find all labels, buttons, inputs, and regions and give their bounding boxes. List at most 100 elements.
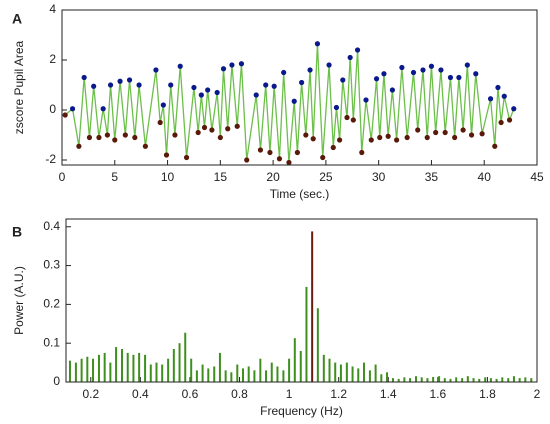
- peak-dot: [363, 97, 369, 103]
- trough-dot: [294, 149, 300, 156]
- trough-dot: [433, 129, 439, 136]
- trough-dot: [183, 154, 190, 161]
- trough-dot: [104, 132, 110, 138]
- bar: [334, 362, 337, 382]
- trough-dot: [112, 137, 118, 143]
- peak-dot: [487, 96, 494, 102]
- bar: [530, 378, 533, 382]
- y-tick-label: 0: [53, 374, 60, 388]
- y-tick-label: 0.1: [43, 335, 60, 349]
- bar: [438, 376, 441, 382]
- peak-dot: [117, 78, 123, 84]
- x-tick-label: 0.8: [231, 387, 248, 401]
- trough-dot: [122, 132, 128, 138]
- bar: [345, 362, 348, 382]
- peak-dot: [373, 76, 380, 82]
- bar: [201, 364, 204, 382]
- bar: [213, 366, 216, 382]
- x-axis-label: Frequency (Hz): [260, 404, 343, 418]
- bar: [391, 378, 394, 382]
- trough-dot: [217, 134, 223, 141]
- trough-dot: [394, 137, 400, 143]
- trough-dot: [195, 129, 201, 136]
- bar: [195, 370, 198, 382]
- x-tick-label: 30: [372, 170, 386, 184]
- plot-frame: [65, 218, 538, 383]
- bar: [524, 377, 527, 382]
- bar: [86, 356, 89, 382]
- data-line: [64, 43, 515, 163]
- bar: [218, 352, 221, 382]
- bar: [351, 366, 354, 382]
- trough-dot: [359, 149, 365, 156]
- trough-dot: [350, 117, 356, 123]
- plot-frame: [61, 9, 538, 166]
- y-tick-label: 0.2: [43, 297, 60, 311]
- bar: [270, 362, 273, 382]
- bar: [305, 286, 308, 382]
- bar: [265, 370, 268, 382]
- trough-dot: [303, 132, 309, 138]
- bar: [328, 358, 331, 382]
- peak-dot: [447, 74, 454, 81]
- trough-dot: [234, 123, 240, 129]
- bar: [103, 352, 106, 382]
- peak-dot: [314, 41, 321, 47]
- bar: [155, 362, 158, 382]
- bar: [455, 377, 458, 382]
- peak-dot: [340, 77, 346, 83]
- x-tick-label: 1.2: [330, 387, 347, 401]
- x-tick-label: 1.8: [479, 387, 496, 401]
- x-tick-label: 20: [266, 170, 280, 184]
- x-tick-label: 40: [478, 170, 492, 184]
- bar: [97, 354, 100, 382]
- trough-dot: [460, 127, 466, 133]
- trough-dot: [163, 152, 170, 158]
- peak-dot: [69, 106, 76, 112]
- bar: [409, 378, 412, 382]
- x-tick-label: 1.6: [429, 387, 446, 401]
- bar: [190, 358, 193, 382]
- peak-dot: [107, 82, 114, 88]
- bar: [276, 366, 279, 382]
- peak-dot: [81, 74, 87, 81]
- peak-dot: [220, 66, 227, 72]
- bar: [443, 378, 446, 382]
- bar: [484, 377, 487, 382]
- trough-dot: [86, 134, 93, 141]
- bar: [74, 362, 77, 382]
- bar: [420, 377, 423, 382]
- trough-dot: [479, 131, 485, 137]
- bar: [495, 378, 498, 382]
- y-axis-label: zscore Pupil Area: [12, 40, 26, 134]
- y-tick-label: 0.3: [43, 258, 60, 272]
- bar: [230, 372, 233, 382]
- bar: [236, 364, 239, 382]
- peak-dot: [333, 104, 340, 111]
- trough-dot: [368, 137, 374, 143]
- bar: [241, 368, 244, 382]
- peak-dot: [214, 89, 220, 96]
- bar: [472, 378, 475, 382]
- trough-dot: [76, 143, 82, 149]
- y-tick-label: 4: [49, 2, 56, 16]
- bar: [501, 377, 504, 382]
- bar: [489, 378, 492, 382]
- trough-dot: [62, 112, 68, 118]
- bar: [362, 362, 365, 382]
- peak-dot: [389, 87, 395, 93]
- peak-dot: [495, 84, 501, 91]
- trough-dot: [506, 117, 513, 123]
- peak-dot: [153, 67, 159, 73]
- bar: [461, 378, 464, 382]
- x-tick-label: 0.2: [82, 387, 99, 401]
- x-tick-label: 2: [534, 387, 541, 401]
- peak-dot: [191, 84, 197, 91]
- trough-dot: [424, 134, 430, 141]
- bar: [172, 349, 175, 382]
- y-axis-label: Power (A.U.): [12, 266, 26, 335]
- peak-dot: [100, 106, 106, 112]
- peak-dot: [473, 71, 479, 77]
- x-tick-label: 15: [214, 170, 228, 184]
- bar: [386, 372, 389, 382]
